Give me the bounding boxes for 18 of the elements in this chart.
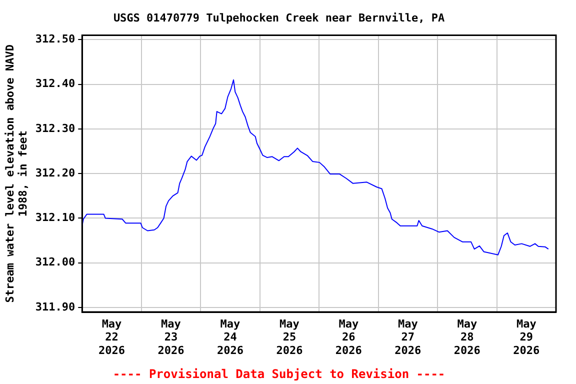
y-tick-label: 312.30 (35, 122, 76, 135)
x-tick-label: May 24 2026 (216, 317, 244, 357)
y-tick-label: 311.90 (35, 300, 76, 314)
x-tick-label: May 27 2026 (394, 317, 422, 357)
y-tick-label: 312.40 (35, 77, 76, 90)
x-tick-label: May 25 2026 (276, 317, 304, 357)
y-tick-label: 312.50 (35, 32, 76, 46)
x-tick-label: May 26 2026 (335, 317, 362, 357)
x-tick-label: May 22 2026 (98, 317, 126, 357)
text: ---- Provisional Data Subject to Revision ---- (112, 366, 446, 381)
x-tick-label: May 29 2026 (513, 317, 540, 357)
y-tick-label: 312.20 (35, 166, 76, 180)
x-tick-label: May 28 2026 (454, 317, 481, 357)
y-axis-title: Stream water level elevation above NAVD 1988, in feet (3, 44, 30, 303)
x-tick-label: May 23 2026 (158, 317, 185, 357)
y-tick-label: 312.10 (35, 211, 76, 224)
chart-title: USGS 01470779 Tulpehocken Creek near Bernville, PA (113, 11, 445, 24)
y-tick-label: 312.00 (35, 256, 76, 269)
